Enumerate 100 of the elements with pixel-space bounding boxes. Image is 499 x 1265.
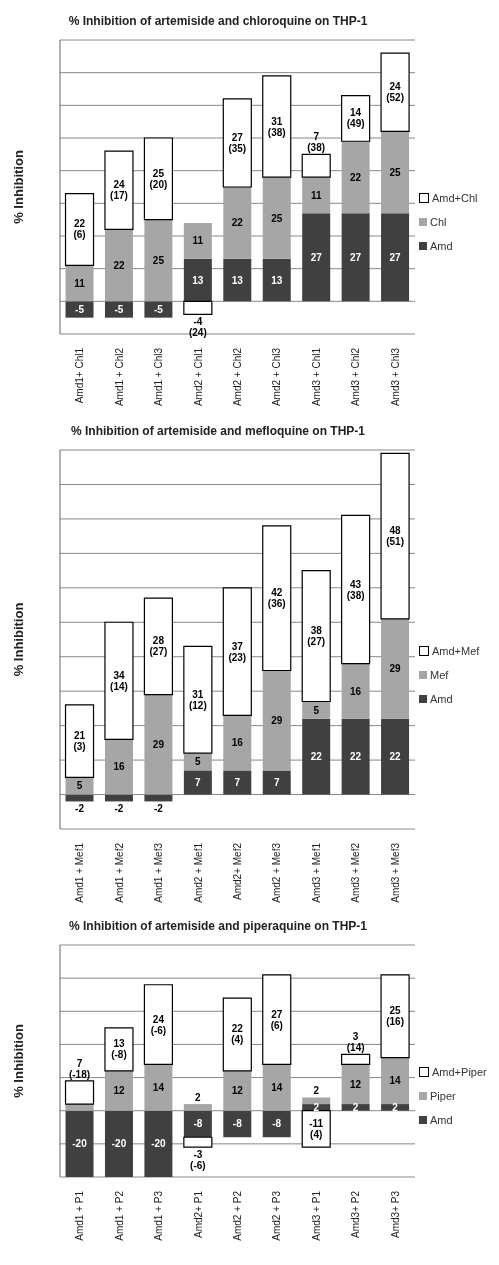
data-label: 37 (23) (228, 640, 247, 663)
data-label: 38 (27) (307, 625, 326, 648)
bar (65, 301, 94, 318)
bar (302, 213, 331, 302)
y-axis-title: % Inhibition (10, 602, 26, 677)
data-label: 12 (113, 1085, 125, 1097)
bar (222, 587, 252, 716)
data-label: 24 (17) (110, 179, 128, 202)
data-label: 27 (310, 251, 323, 263)
bar (381, 131, 410, 214)
data-label: -2 (75, 803, 85, 815)
data-label: -2 (114, 803, 124, 815)
chart-title: % Inhibition of artemiside and piperaquine on THP-1 (68, 918, 368, 935)
data-label: 34 (14) (110, 669, 128, 692)
bar (144, 694, 173, 795)
x-tick-label: Amd3+ P2 (350, 1190, 362, 1238)
x-tick-label: Amd2 + Mef3 (271, 842, 283, 903)
data-label: -2 (153, 803, 164, 815)
data-label: -3 (-6) (190, 1149, 206, 1172)
x-tick-label: Amd1 + Mef3 (153, 842, 165, 903)
bar (183, 222, 212, 259)
data-label: 25 (16) (386, 1005, 404, 1028)
data-label: -20 (111, 1138, 127, 1150)
bar (143, 597, 174, 696)
bar (104, 1070, 133, 1111)
x-tick-label: Amd2+ Mef2 (232, 842, 243, 900)
bar (64, 704, 95, 778)
data-label: 2 (352, 1101, 359, 1113)
bar (302, 177, 331, 214)
bar (222, 98, 252, 188)
data-label: 25 (389, 166, 402, 178)
data-label: 29 (271, 714, 283, 726)
x-tick-label: Amd3 + P1 (310, 1190, 322, 1241)
data-label: 14 (271, 1082, 283, 1094)
bar (302, 718, 331, 795)
bar (301, 153, 331, 178)
data-label: -5 (75, 304, 85, 315)
y-axis-title: % Inhibition (10, 150, 26, 224)
bar (143, 137, 174, 221)
bar (183, 645, 213, 754)
x-tick-label: Amd1 + P2 (113, 1190, 125, 1241)
bar (262, 177, 291, 259)
data-label: 22 (231, 217, 244, 229)
bar (223, 1070, 252, 1111)
bar (65, 1104, 94, 1111)
data-label: 29 (389, 663, 402, 675)
data-label: 14 (49) (346, 107, 365, 130)
data-label: 13 (-8) (111, 1038, 127, 1061)
data-label: 2 (392, 1101, 399, 1113)
x-tick-label: Amd2 + Mef1 (192, 842, 204, 903)
x-tick-label: Amd1 + P1 (74, 1190, 86, 1241)
x-tick-label: Amd3 + Chl1 (310, 347, 322, 407)
bar (302, 1097, 331, 1105)
legend-label: Piper (430, 1090, 456, 1102)
bar (104, 621, 134, 741)
bar (380, 52, 410, 133)
data-label: 7 (234, 776, 241, 788)
bar (380, 452, 410, 620)
x-tick-label: Amd2 + Chl2 (232, 347, 243, 407)
x-tick-label: Amd1+ Chl1 (74, 347, 86, 404)
bar (341, 213, 370, 302)
legend-label: Mef (430, 668, 449, 681)
data-label: 5 (313, 704, 320, 716)
bar (262, 670, 291, 771)
bar (104, 739, 133, 795)
legend-label: Amd+Chl (432, 192, 478, 204)
bar (144, 1064, 173, 1111)
data-label: -20 (72, 1138, 88, 1150)
bar (183, 300, 213, 315)
data-label: 7 (195, 776, 202, 788)
data-label: 27 (35) (228, 131, 247, 154)
data-label: -8 (232, 1118, 243, 1130)
bar (144, 301, 173, 318)
x-tick-label: Amd1 + Chl2 (113, 347, 125, 407)
data-label: 12 (231, 1085, 244, 1097)
chart-title: % Inhibition of artemiside and chloroquine on THP-1 (67, 13, 369, 30)
legend-label: Amd (430, 692, 453, 705)
data-label: 48 (51) (386, 525, 404, 548)
bar (380, 974, 410, 1059)
legend-label: Amd (430, 1114, 453, 1126)
data-label: 21 (3) (73, 730, 86, 753)
bar (381, 718, 410, 795)
bar (64, 1080, 95, 1105)
data-label: -5 (153, 304, 164, 315)
bar (223, 187, 252, 259)
bar (64, 192, 95, 266)
data-label: 16 (350, 685, 362, 697)
data-label: 24 (52) (386, 81, 404, 104)
data-label: 3 (14) (346, 1031, 365, 1054)
data-label: -20 (151, 1138, 167, 1150)
bar (341, 1053, 371, 1065)
bar (183, 1104, 212, 1111)
x-tick-label: Amd1 + Mef1 (74, 842, 86, 903)
bar (183, 770, 212, 795)
x-tick-label: Amd2 + Chl1 (192, 347, 204, 407)
data-label: 28 (27) (149, 635, 168, 658)
legend-label: Amd (430, 240, 453, 252)
bar (65, 777, 94, 795)
bar (143, 984, 174, 1065)
bar (262, 75, 292, 178)
